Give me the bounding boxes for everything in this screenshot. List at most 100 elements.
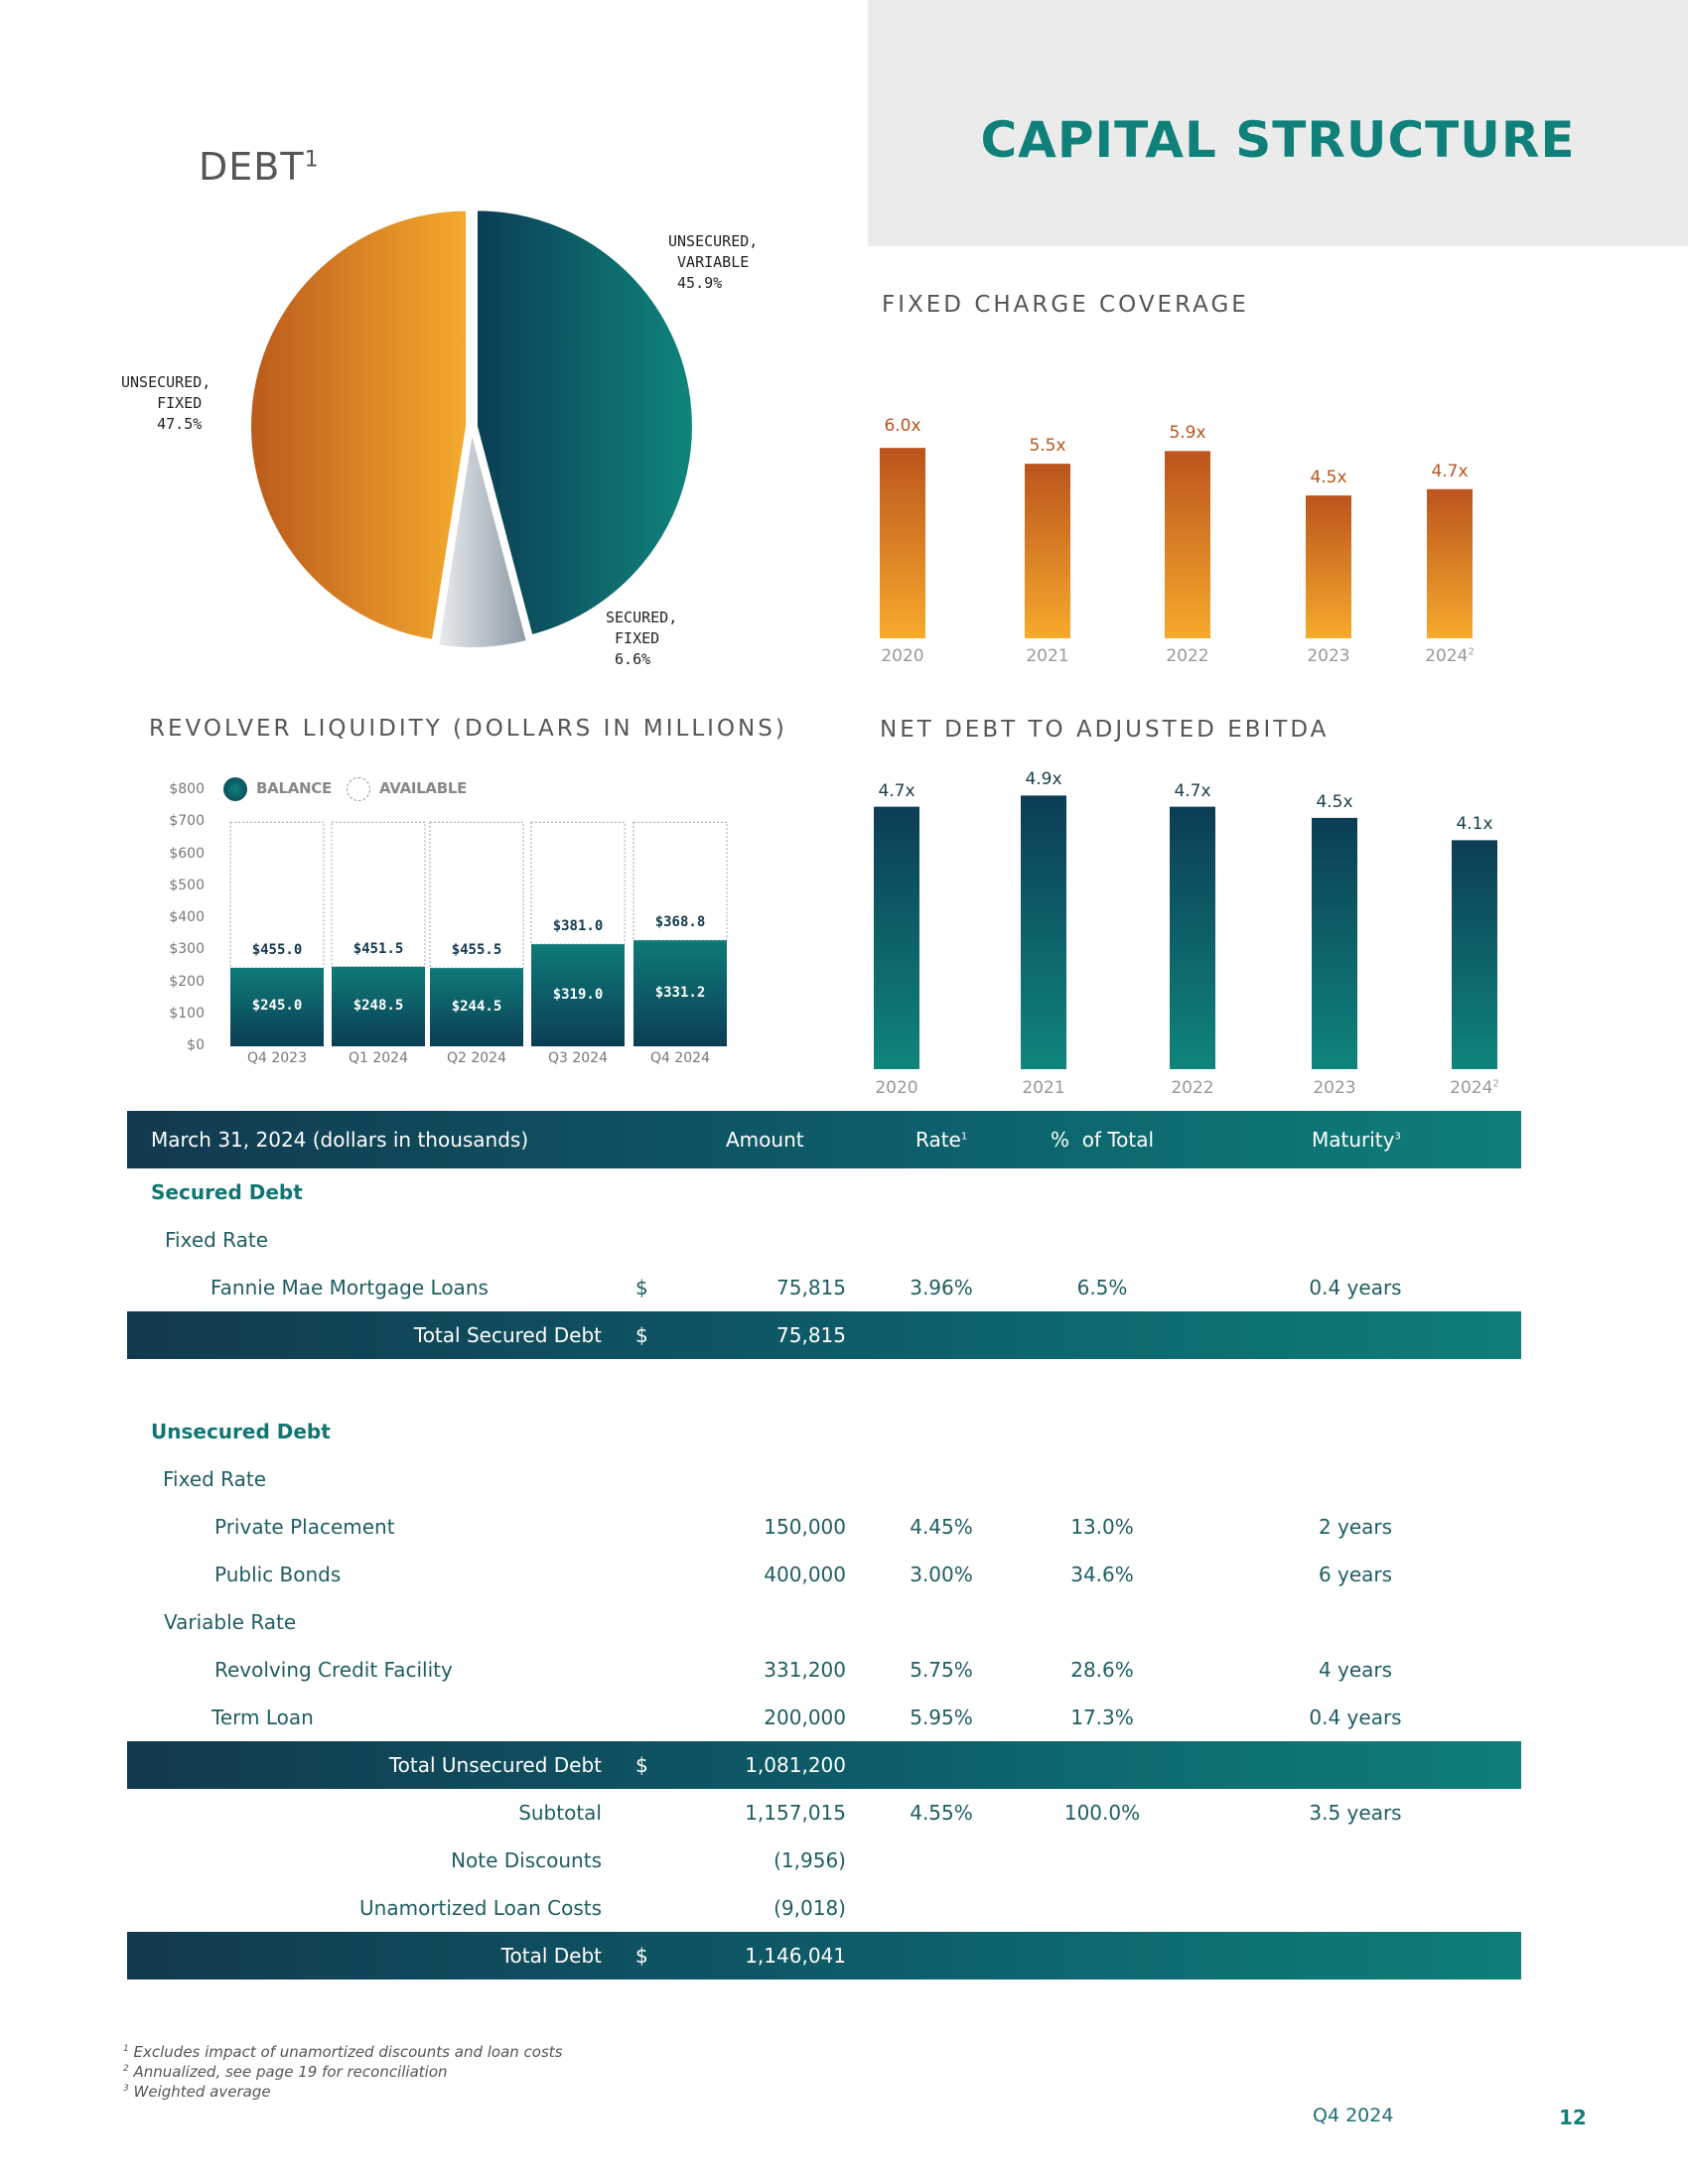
legend-available-icon [347,777,370,801]
row-amount: 331,200 [764,1658,846,1682]
unsecured-fixed-rate-label: Fixed Rate [163,1467,267,1491]
row-pct: 6.5% [1076,1276,1128,1299]
fixed-charge-value-label: 4.5x [1310,468,1347,488]
secured-fixed-rate-label: Fixed Rate [165,1228,269,1252]
fixed-charge-title: FIXED CHARGE COVERAGE [882,292,1249,318]
revolver-balance-label: $245.0 [251,998,303,1015]
revolver-balance-label: $331.2 [654,984,706,1001]
table-header-pct: % of Total [1051,1128,1155,1152]
revolver-available-bar [633,821,728,941]
row-amount: 400,000 [764,1563,846,1586]
header-background [868,0,1688,246]
row-amount: 200,000 [764,1706,846,1729]
net-debt-value-label: 4.7x [1174,780,1211,801]
fixed-charge-year-label: 20242 [1425,646,1475,666]
row-maturity: 0.4 years [1309,1706,1402,1729]
fixed-charge-bar [880,448,925,638]
fixed-charge-bar [1165,451,1210,638]
net-debt-year-label: 20242 [1450,1078,1499,1098]
revolver-available-label: $455.5 [451,942,502,959]
subtotal-pct: 100.0% [1063,1801,1141,1825]
pie-slice-unsecured-fixed [249,208,469,642]
revolver-balance-label: $244.5 [451,998,502,1015]
table-header-maturity: Maturity3 [1312,1128,1401,1152]
total-debt-bar [127,1932,1521,1979]
fixed-charge-year-label: 2020 [881,646,924,666]
net-debt-value-label: 4.1x [1456,814,1493,835]
revolver-axis-tick: $300 [169,941,205,958]
net-debt-bar [1021,795,1066,1069]
revolver-axis-tick: $0 [187,1037,205,1053]
revolver-balance-bar [531,944,625,1046]
legend-balance-label: BALANCE [256,779,332,797]
revolver-axis-tick: $700 [169,813,205,830]
page-title: CAPITAL STRUCTURE [980,111,1576,169]
revolver-quarter-label: Q4 2024 [649,1050,710,1066]
total-secured-bar [127,1311,1521,1359]
revolver-available-label: $451.5 [352,940,404,957]
net-debt-bar [1170,806,1215,1069]
row-maturity: 0.4 years [1309,1276,1402,1299]
revolver-quarter-label: Q1 2024 [348,1050,408,1066]
row-rate: 3.00% [910,1563,973,1586]
revolver-available-bar [229,821,325,969]
secured-debt-heading: Secured Debt [151,1180,303,1204]
total-unsecured-label: Total Unsecured Debt [388,1753,602,1777]
total-debt-label: Total Debt [500,1944,602,1968]
row-name: Revolving Credit Facility [214,1658,453,1682]
net-debt-bar [1312,817,1357,1069]
fixed-charge-value-label: 6.0x [884,416,921,437]
net-debt-year-label: 2022 [1171,1078,1214,1098]
note-discounts-label: Note Discounts [451,1848,602,1872]
total-debt-dollar: $ [635,1944,648,1968]
net-debt-title: NET DEBT TO ADJUSTED EBITDA [880,717,1330,743]
revolver-available-label: $368.8 [654,914,706,931]
total-unsecured-dollar: $ [635,1753,648,1777]
revolver-axis-tick: $400 [169,909,205,925]
footnote-1: 1 Excludes impact of unamortized discoun… [123,2043,563,2061]
pie-label-unsecured-fixed: UNSECURED, FIXED 47.5% [121,373,211,433]
fixed-charge-year-label: 2022 [1166,646,1209,666]
fixed-charge-value-label: 5.9x [1169,423,1206,444]
row-name: Private Placement [214,1515,395,1539]
net-debt-year-label: 2020 [875,1078,918,1098]
total-unsecured-bar [127,1741,1521,1789]
total-secured-dollar: $ [635,1323,648,1347]
revolver-available-bar [530,821,626,945]
net-debt-year-label: 2021 [1022,1078,1065,1098]
debt-pie-chart [249,208,694,649]
legend-balance-icon [223,777,247,801]
net-debt-bar [1452,840,1497,1069]
total-secured-amount: 75,815 [776,1323,846,1347]
revolver-axis-tick: $200 [169,973,205,990]
revolver-axis-tick: $100 [169,1005,205,1022]
subtotal-label: Subtotal [518,1801,602,1825]
fixed-charge-chart [880,448,1473,638]
loan-costs-amount: (9,018) [774,1896,846,1920]
revolver-available-label: $381.0 [552,918,604,935]
row-pct: 13.0% [1070,1515,1134,1539]
revolver-available-label: $455.0 [251,941,303,958]
table-header-date: March 31, 2024 (dollars in thousands) [151,1128,529,1152]
row-pct: 34.6% [1070,1563,1134,1586]
net-debt-chart [874,795,1497,1069]
row-maturity: 4 years [1318,1658,1393,1682]
net-debt-bar [874,806,919,1069]
total-debt-amount: 1,146,041 [745,1944,846,1968]
fixed-charge-bar [1025,464,1070,638]
row-pct: 28.6% [1070,1658,1134,1682]
total-secured-label: Total Secured Debt [413,1323,602,1347]
revolver-chart [229,821,728,1046]
footnote-2: 2 Annualized, see page 19 for reconcilia… [123,2063,448,2081]
revolver-title: REVOLVER LIQUIDITY (DOLLARS IN MILLIONS) [149,716,787,742]
revolver-balance-bar [332,966,425,1046]
fixed-charge-bar [1427,488,1473,638]
row-rate: 5.75% [910,1658,973,1682]
fixed-charge-year-label: 2023 [1307,646,1350,666]
row-dollar: $ [635,1276,648,1299]
row-maturity: 6 years [1318,1563,1393,1586]
pie-slice-secured-fixed [437,431,529,649]
legend-available-label: AVAILABLE [379,779,468,797]
pie-slice-unsecured-variable [475,208,694,637]
pie-label-secured-fixed: SECURED, FIXED 6.6% [606,609,678,668]
